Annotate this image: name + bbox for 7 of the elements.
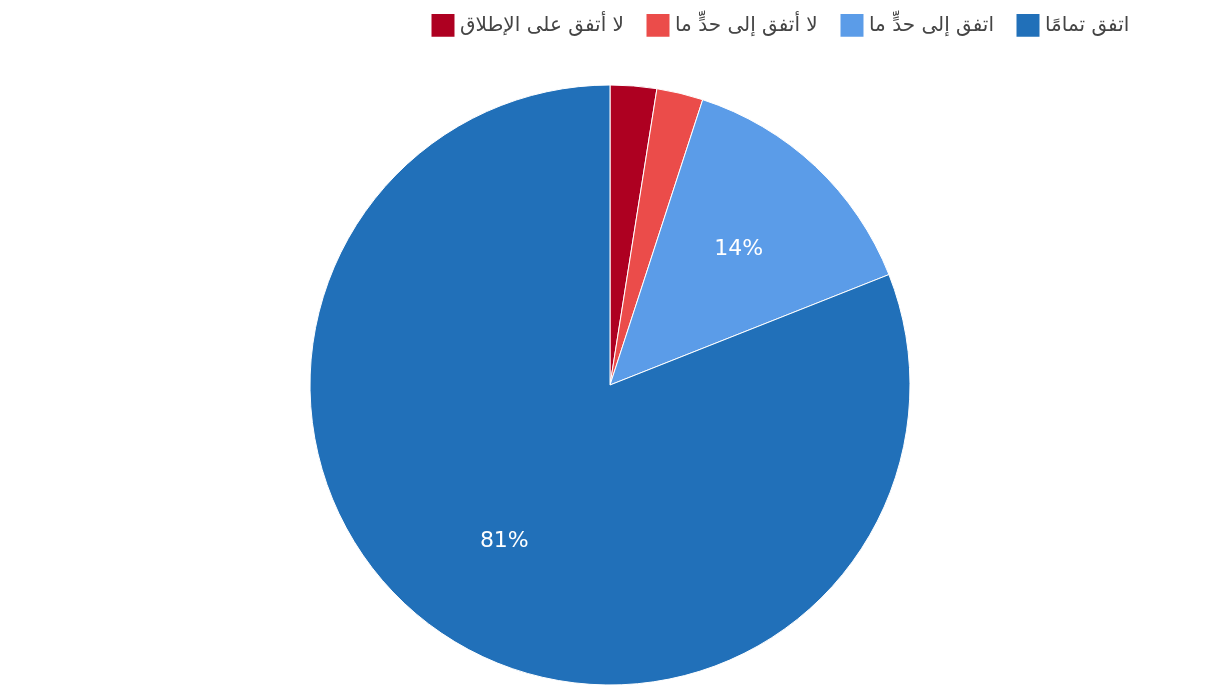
legend-label: اتفق تمامًا [1045, 12, 1130, 37]
pie-slice [309, 84, 911, 686]
legend-label: لا أتفق إلى حدٍّ ما [675, 10, 818, 38]
legend-label: لا أتفق على الإطلاق [460, 11, 624, 37]
legend-label: اتفق إلى حدٍّ ما [869, 10, 994, 38]
data-label: 14% [714, 234, 764, 260]
data-label: 81% [479, 527, 529, 553]
